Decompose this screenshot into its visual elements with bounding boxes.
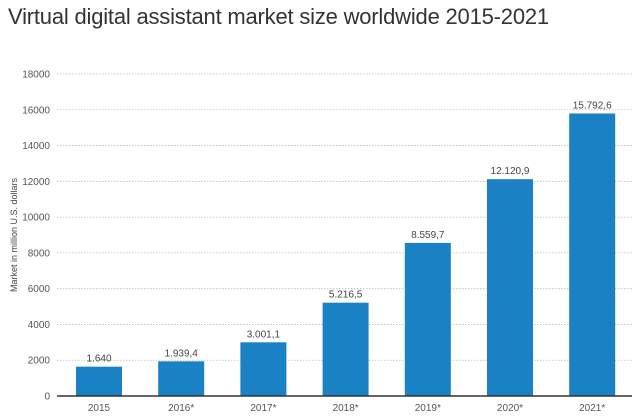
y-axis-ticks: 0 2000 4000 6000 8000 10000 12000 14000 16000 180… [22,70,50,403]
x-tick-label: 2019* [415,403,441,414]
data-label: 15.792,6 [573,100,612,111]
y-tick-label: 16000 [22,105,50,116]
y-tick-label: 6000 [28,284,51,295]
data-label: 1.640 [86,354,111,365]
x-tick-label: 2016* [168,403,194,414]
bars [76,113,616,397]
bar-2021 [569,113,616,397]
bar-2015 [76,366,122,396]
y-tick-label: 0 [44,392,50,403]
y-tick-label: 12000 [22,177,50,188]
x-tick-label: 2021* [579,403,605,414]
data-label: 5.216,5 [329,290,363,301]
x-tick-label: 2018* [333,403,359,414]
x-tick-label: 2017* [250,403,276,414]
y-axis-label: Market in million U.S. dollars [9,177,19,292]
y-tick-label: 14000 [22,141,50,152]
x-axis-ticks: 2015 2016* 2017* 2018* 2019* 2020* 2021* [88,403,606,414]
bar-2017 [240,342,287,396]
y-tick-label: 4000 [28,320,51,331]
data-label: 1.939,4 [165,348,199,359]
data-label: 12.120,9 [491,166,530,177]
data-labels: 1.640 1.939,4 3.001,1 5.216,5 8.559,7 12.120,… [86,100,612,364]
y-tick-label: 10000 [22,213,50,224]
y-tick-label: 2000 [28,356,51,367]
data-label: 8.559,7 [411,230,445,241]
x-tick-label: 2020* [497,403,523,414]
bar-2018 [322,302,369,396]
x-tick-label: 2015 [88,403,111,414]
chart-title: Virtual digital assistant market size wo… [8,4,549,29]
y-tick-label: 8000 [28,248,51,259]
bar-2020 [487,179,533,396]
data-label: 3.001,1 [247,329,281,340]
bar-2016 [158,361,205,396]
bar-2019 [404,242,451,396]
y-tick-label: 18000 [22,70,50,81]
